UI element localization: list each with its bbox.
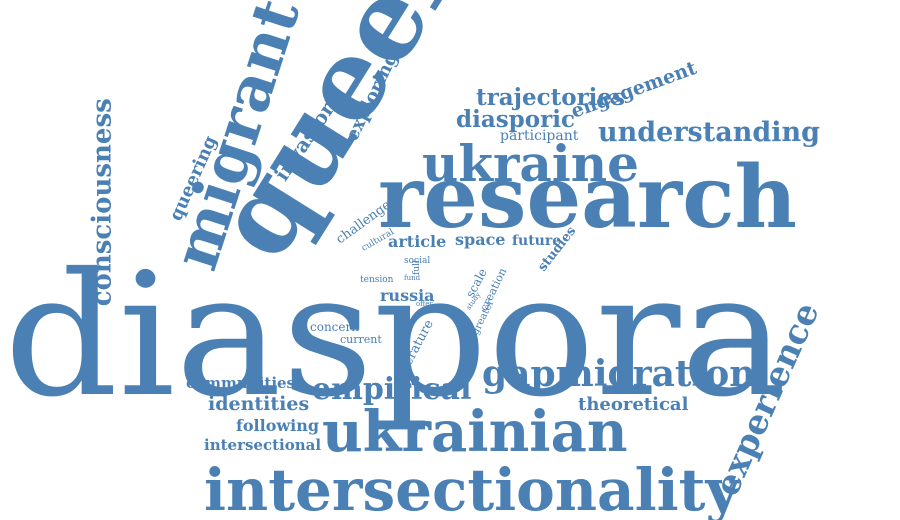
word-intersectionality: intersectionality (204, 455, 740, 520)
word-intersectional: intersectional (204, 436, 322, 455)
word-communities: communities (186, 374, 296, 393)
word-space: space (455, 229, 506, 249)
word-research: research (378, 146, 798, 248)
word-concern: concern (310, 319, 359, 334)
word-trajectories: trajectories (476, 84, 626, 112)
word-consciousness: consciousness (87, 97, 118, 307)
word-fund: fund (404, 273, 421, 282)
word-gapmigration: gapmigration (482, 352, 756, 395)
word-diasporic: diasporic (456, 106, 575, 134)
word-identities: identities (208, 393, 310, 416)
word-article: article (388, 231, 447, 251)
word-future: future (512, 233, 562, 250)
word-russia: russia (380, 285, 435, 305)
word-tension: tension (360, 274, 394, 285)
word-ukraine: ukraine (422, 134, 639, 193)
word-diaspora: diaspora (4, 237, 787, 436)
word-following: following (236, 415, 320, 435)
word-ukrainian: ukrainian (322, 399, 628, 466)
word-social: social (404, 255, 431, 266)
word-current: current (340, 333, 382, 347)
word-theoretical: theoretical (578, 393, 689, 415)
word-empirical: empirical (312, 371, 472, 407)
word-participant: participant (500, 128, 579, 145)
word-understanding: understanding (598, 116, 820, 148)
word-offer: offer (416, 299, 433, 308)
